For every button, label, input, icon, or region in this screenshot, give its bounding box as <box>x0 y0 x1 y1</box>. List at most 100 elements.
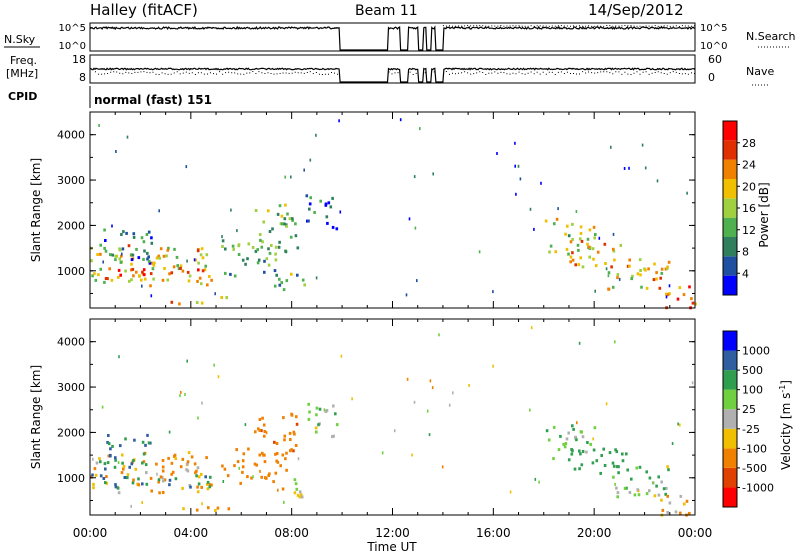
power-cell <box>567 234 571 238</box>
power-cell <box>99 252 102 256</box>
velocity-cell <box>122 467 125 471</box>
velocity-colorbar-segment <box>723 448 737 468</box>
power-cell <box>655 277 658 281</box>
velocity-cell <box>559 434 562 438</box>
velocity-cell <box>628 491 632 494</box>
velocity-cell <box>128 465 131 469</box>
beam-title: Beam 11 <box>355 3 418 19</box>
nsky-panel-frame <box>89 22 696 52</box>
velocity-cell <box>126 473 130 477</box>
power-cell <box>413 175 416 179</box>
power-cell <box>148 261 152 265</box>
velocity-cell <box>285 451 288 455</box>
nsky-right-tick-bottom: 10^0 <box>700 41 727 52</box>
power-cell <box>200 247 204 251</box>
power-cell <box>313 211 316 214</box>
velocity-cell <box>163 478 167 482</box>
power-cell <box>142 268 146 272</box>
velocity-cell <box>431 386 434 390</box>
velocity-cell <box>668 501 672 505</box>
velocity-cell <box>197 482 201 486</box>
power-cell <box>305 194 309 198</box>
velocity-cell <box>105 475 108 479</box>
velocity-cell <box>94 473 98 477</box>
power-cell <box>237 253 241 256</box>
velocity-cell <box>557 448 561 452</box>
power-cell <box>103 246 106 250</box>
power-cell <box>232 247 235 251</box>
power-cell <box>254 209 258 212</box>
power-cell <box>294 234 298 238</box>
velocity-cell <box>130 504 132 508</box>
power-cell <box>604 262 607 265</box>
velocity-cell <box>612 464 616 468</box>
velocity-cell <box>274 471 278 475</box>
velocity-cell <box>275 452 279 455</box>
velocity-cell <box>263 453 266 457</box>
power-cell <box>274 252 277 256</box>
velocity-cell <box>242 452 246 456</box>
power-colorbar-segment <box>723 140 737 160</box>
velocity-cell <box>679 423 681 427</box>
power-cell <box>290 272 293 276</box>
power-cell <box>122 230 125 234</box>
power-cell <box>630 277 633 281</box>
power-panel-frame <box>89 111 696 309</box>
velocity-cell <box>674 510 678 514</box>
power-cell <box>258 233 262 236</box>
velocity-colorbar-segment <box>723 409 737 429</box>
power-colorbar-tick-label: 28 <box>742 137 756 150</box>
velocity-cell <box>102 477 106 480</box>
velocity-cell <box>181 457 185 461</box>
freq-trace <box>89 67 696 83</box>
velocity-cell <box>538 480 540 484</box>
power-cell <box>514 141 516 145</box>
velocity-cell <box>101 405 104 409</box>
power-cell <box>135 247 138 251</box>
power-colorbar-tick-label: 16 <box>742 202 756 215</box>
power-cell <box>640 285 643 289</box>
power-cell <box>118 248 122 252</box>
nave-right-tick-top: 60 <box>708 53 722 66</box>
power-cell <box>280 214 284 218</box>
power-cell <box>607 287 611 291</box>
velocity-cell <box>667 468 670 472</box>
velocity-cell <box>184 393 186 396</box>
velocity-colorbar-tick-label: -1000 <box>742 481 774 494</box>
velocity-cell <box>142 460 146 464</box>
velocity-cell <box>679 494 683 498</box>
power-cell <box>200 282 203 286</box>
velocity-cell <box>685 499 689 503</box>
velocity-cell <box>179 465 183 469</box>
power-cell <box>94 278 98 282</box>
power-cell <box>619 243 623 247</box>
power-cell <box>594 289 596 293</box>
power-cell <box>668 284 671 288</box>
velocity-cell <box>552 425 556 429</box>
velocity-cell <box>261 451 264 455</box>
power-cell <box>566 224 569 228</box>
velocity-cell <box>171 470 175 474</box>
power-cell <box>199 253 203 257</box>
nsky-right-tick-top: 10^5 <box>700 23 727 34</box>
power-cell <box>607 274 610 278</box>
power-cell <box>284 203 287 207</box>
nsky-left-tick-bottom: 10^0 <box>59 41 86 52</box>
power-cell <box>574 263 577 267</box>
power-cell <box>194 258 197 262</box>
power-cell <box>291 217 294 221</box>
velocity-colorbar-tick-label: 1000 <box>742 345 770 358</box>
power-colorbar-segment <box>723 217 737 237</box>
power-cell <box>120 233 123 236</box>
power-cell <box>145 233 149 236</box>
power-cell <box>263 259 266 263</box>
power-colorbar-segment <box>723 121 737 141</box>
power-cell <box>626 264 630 268</box>
velocity-cell <box>174 477 178 481</box>
velocity-axis-ticks: 1000 2000 3000 4000 <box>57 318 696 515</box>
velocity-cell <box>197 475 201 479</box>
power-cell <box>150 236 153 240</box>
power-cell <box>157 254 160 258</box>
power-cell <box>319 199 322 203</box>
power-cell <box>99 243 102 247</box>
